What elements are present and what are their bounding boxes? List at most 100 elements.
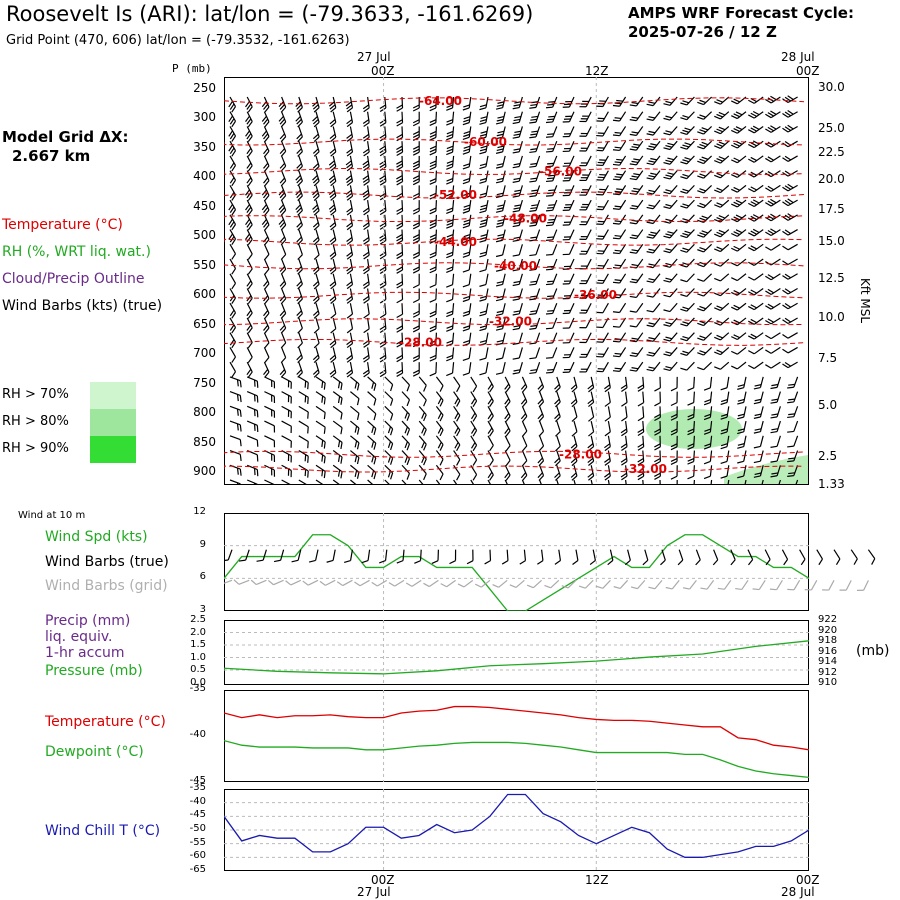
wind-barb — [367, 391, 377, 406]
wind-barb — [731, 155, 747, 164]
wind-barb — [697, 346, 713, 356]
wind-barb — [629, 140, 644, 151]
wind-barb — [312, 347, 320, 363]
wind-barb — [554, 391, 561, 408]
plot-frame — [224, 789, 809, 871]
wind-barb — [328, 155, 337, 172]
wind-barb — [298, 420, 309, 434]
wind-barb — [562, 229, 575, 241]
wind-barb — [229, 332, 237, 349]
wind-barb — [748, 346, 764, 355]
wind-barb — [453, 391, 461, 407]
wind-barb — [462, 170, 472, 185]
wind-barb — [596, 111, 609, 122]
windchill-line — [224, 793, 809, 858]
wind-barb — [579, 317, 592, 329]
wind-barb — [714, 317, 730, 326]
wind-barb — [753, 420, 764, 434]
wind-barb — [782, 124, 798, 133]
wind-barb — [770, 435, 781, 448]
wind-barb — [263, 229, 270, 246]
windchill-tick--60: -60 — [189, 850, 206, 862]
windchill-plot — [224, 789, 809, 871]
wind-barb — [765, 95, 781, 104]
surface-wind-barb — [224, 549, 233, 562]
wind-barb — [281, 405, 292, 419]
wind-barb — [345, 96, 354, 113]
wind-barb — [680, 96, 695, 106]
wind-barb — [263, 170, 270, 187]
grid-wind-barb — [267, 579, 284, 586]
surface-wind-barb — [238, 549, 250, 562]
height-tick: 30.0 — [818, 80, 845, 94]
wind-barb — [765, 317, 781, 325]
wind-barb — [312, 288, 320, 305]
wind-barb — [379, 200, 387, 216]
forecast-cycle-title: AMPS WRF Forecast Cycle: — [628, 4, 854, 22]
wind-barb — [329, 347, 337, 363]
wind-barb — [429, 259, 437, 274]
wind-barb — [495, 111, 506, 125]
wind-barb — [401, 376, 411, 392]
grid-wind-barb — [302, 579, 319, 586]
grid-wind-barb — [388, 579, 405, 587]
wind-barb — [646, 126, 661, 136]
wind-barb — [529, 361, 541, 375]
wind-barb — [479, 244, 489, 258]
height-axis-label: Kft MSL — [858, 278, 872, 324]
wind-barb — [246, 361, 253, 378]
surface-wind-barb — [396, 549, 405, 564]
wind-barb — [731, 288, 747, 296]
wind-barb — [646, 111, 661, 121]
wind-barb — [612, 317, 627, 328]
wind-barb — [676, 479, 678, 485]
wind-barb — [396, 317, 404, 333]
wind-barb — [663, 288, 678, 298]
wind-barb — [670, 376, 678, 392]
wind-barb — [296, 273, 303, 290]
wind-barb — [396, 273, 404, 289]
wind-barb — [462, 258, 472, 273]
wind-barb — [529, 199, 541, 212]
wind-barb — [401, 435, 411, 451]
wind-barb — [350, 405, 360, 420]
wind-barb — [346, 258, 354, 275]
wind-barb — [362, 288, 370, 304]
wind-barb — [479, 347, 489, 361]
wind-barb — [562, 111, 575, 123]
wind-barb — [670, 465, 678, 480]
surface-wind-barb — [256, 549, 267, 562]
wind-barb — [295, 199, 303, 216]
wind-barb — [429, 347, 437, 362]
wind-barb — [714, 184, 730, 194]
wind-barb — [263, 273, 270, 290]
wind-barb — [396, 347, 404, 363]
wind-barb — [261, 199, 270, 216]
wind-barb — [446, 258, 455, 273]
wind-barb — [315, 391, 326, 405]
wind-barb — [545, 273, 558, 286]
wind-barb — [384, 405, 394, 421]
wind-barb — [782, 170, 798, 177]
wind-barb — [453, 464, 461, 481]
wind-barb — [697, 140, 713, 150]
wind-barb — [329, 273, 337, 290]
wind-barb — [670, 450, 678, 465]
wind-barb — [495, 155, 506, 169]
wind-barb — [579, 170, 592, 182]
grid-wind-barb — [735, 579, 749, 591]
wind-barb — [487, 450, 494, 467]
wind-barb — [646, 302, 661, 313]
wind-barb — [246, 332, 253, 349]
wind-barb — [229, 317, 237, 334]
wind-barb — [246, 420, 259, 433]
wind-barb — [261, 96, 270, 113]
wind-barb — [396, 214, 404, 230]
windchill-tick--65: -65 — [189, 864, 206, 875]
wind-barb — [263, 332, 270, 349]
wind-barb — [245, 96, 253, 113]
height-tick: 7.5 — [818, 351, 838, 365]
surface-wind-barb — [730, 549, 736, 566]
wind-barb — [714, 170, 730, 179]
wind-barb — [697, 288, 713, 297]
